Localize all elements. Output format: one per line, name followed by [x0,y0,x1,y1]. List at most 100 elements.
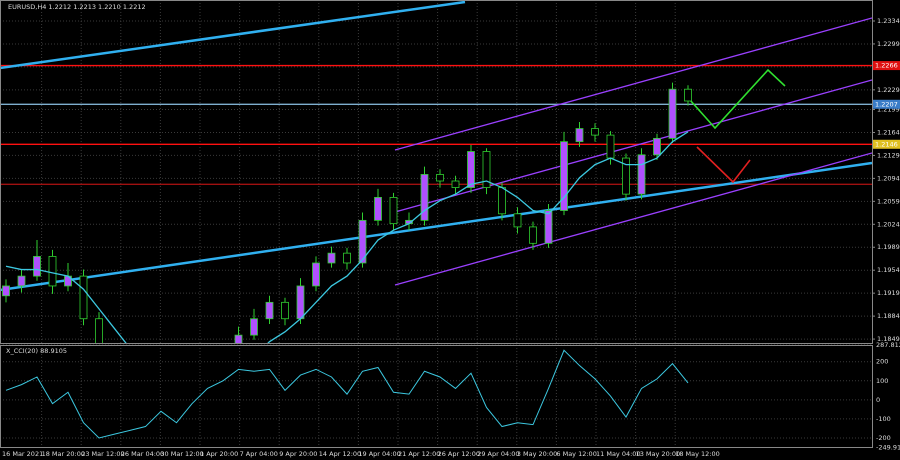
candle-body [513,213,522,228]
candle-body [637,154,646,195]
ind-tick-label: 100 [876,377,888,385]
y-tick-label: 1.2059 [877,197,900,205]
candle-body [327,252,336,264]
x-tick-label: 9 Apr 20:00 [279,450,317,458]
x-tick-label: 3 May 20:00 [517,450,557,458]
level-label-bg [873,139,900,149]
chart-title: EURUSD,H4 1.2212 1.2213 1.2210 1.2212 [8,3,146,11]
y-tick-label: 1.1989 [877,243,900,251]
candle-body [560,141,568,211]
ind-tick-label: 200 [876,358,888,366]
trendline [0,0,466,70]
candle-body [591,128,599,136]
ind-tick-label: -249.917 [876,444,900,452]
trendlines [0,0,872,292]
y-tick-label: 1.2229 [877,86,900,94]
y-tick-label: 1.1919 [877,289,900,297]
candle-body [358,219,367,264]
candle-body [265,301,274,320]
moving-average [5,131,689,343]
x-tick-label: 13 May 20:00 [636,450,681,458]
ind-tick-label: -200 [876,434,891,442]
candle-body [622,157,630,195]
indicator [5,349,689,439]
candle-body [420,174,429,221]
channel-middle [394,79,872,213]
channel-lower [394,152,872,286]
candle-body [374,197,382,221]
candle-body [544,210,553,244]
y-tick-label: 1.2334 [877,17,900,25]
ind-tick-label: 0 [876,396,880,404]
forecast-down [696,146,751,184]
x-tick-label: 7 Apr 04:00 [240,450,278,458]
levels [0,64,872,185]
x-tick-label: 11 May 04:00 [596,450,641,458]
y-tick-label: 1.2094 [877,174,900,182]
x-tick-label: 30 Mar 12:00 [160,450,203,458]
candle-body [2,285,10,297]
level-label-bg [873,61,900,71]
candle-body [234,334,243,343]
candle-body [17,275,26,287]
candle-body [95,318,103,343]
candle-body [296,285,305,320]
y-tick-label: 1.2129 [877,151,900,159]
x-tick-label: 14 Apr 12:00 [319,450,361,458]
x-tick-label: 26 Mar 04:00 [121,450,164,458]
candle-body [482,151,491,188]
x-tick-label: 23 Mar 12:00 [81,450,124,458]
x-tick-label: 6 May 12:00 [556,450,596,458]
candle-body [33,256,41,277]
level-label-bg [873,99,900,109]
candle-body [498,187,506,215]
x-tick-label: 21 Apr 12:00 [398,450,440,458]
y-tick-label: 1.1884 [877,312,900,320]
grid [0,0,872,448]
candle-body [343,252,351,264]
candle-body [389,197,398,225]
candle-body [529,226,537,244]
y-tick-label: 1.2164 [877,128,900,136]
x-tick-label: 16 Mar 2021 [2,450,43,458]
candle-body [250,318,258,336]
candle-body [575,128,584,143]
x-tick-label: 18 May 12:00 [675,450,720,458]
forecast-up [689,68,786,130]
candle-body [436,174,444,182]
x-tick-label: 18 Mar 20:00 [42,450,85,458]
level-label: 1.2146 [875,140,898,148]
ind-tick-label: -100 [876,415,891,423]
candle-body [684,88,692,102]
y-tick-label: 1.1849 [877,335,900,343]
candle-body [312,262,320,287]
candle-body [281,301,289,320]
candle-body [79,275,88,320]
cci-line [5,349,689,439]
candle-body [653,137,661,156]
y-tick-label: 1.2299 [877,40,900,48]
main-frame [0,0,873,344]
candle-body [606,134,615,159]
ind-tick-label: 287.812 [876,341,900,349]
candle-body [48,256,57,287]
level-label: 1.2266 [875,62,898,70]
indicator-title: X_CCI(20) 88.9105 [6,347,67,355]
level-label: 1.2207 [875,100,898,108]
trendline [0,161,872,292]
candle-body [451,180,460,188]
y-tick-label: 1.2024 [877,220,900,228]
x-tick-label: 29 Apr 04:00 [477,450,519,458]
y-tick-label: 1.1954 [877,266,900,274]
candle-body [467,151,475,188]
y-tick-label: 1.2199 [877,106,900,114]
x-tick-label: 26 Apr 12:00 [438,450,480,458]
x-tick-label: 19 Apr 04:00 [358,450,400,458]
candles [2,82,692,343]
x-tick-label: 1 Apr 20:00 [200,450,238,458]
channel-upper [394,17,872,151]
indicator-frame [0,345,873,448]
candle-body [668,88,677,139]
